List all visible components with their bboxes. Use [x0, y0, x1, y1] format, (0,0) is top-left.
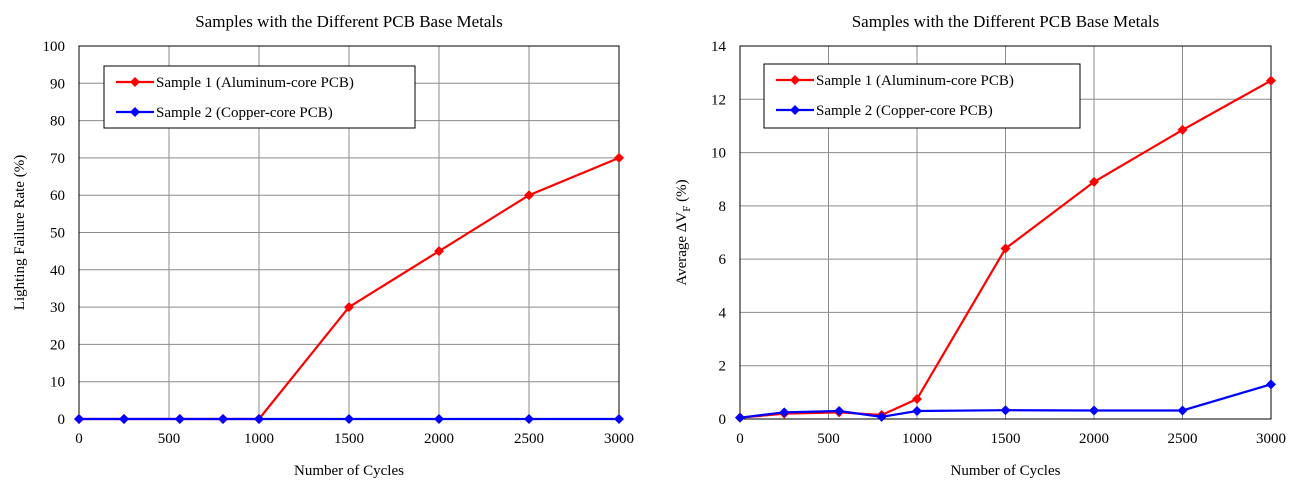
series-2-point: [1089, 405, 1099, 416]
legend-swatch-marker: [790, 105, 800, 115]
legend-label: Sample 2 (Copper-core PCB): [816, 103, 993, 119]
y-axis-label-subscript: F: [681, 206, 693, 212]
y-axis-label-main: Average ΔV: [674, 212, 690, 286]
y-tick-label: 80: [50, 114, 65, 130]
x-tick-label: 1500: [991, 431, 1021, 447]
series-1-point: [912, 394, 922, 405]
series-1-point: [1089, 176, 1099, 187]
series-1-point: [614, 152, 624, 163]
legend-box: [763, 63, 1081, 129]
x-tick-label: 500: [158, 431, 181, 447]
series-2-point: [254, 414, 264, 424]
x-tick-label: 1000: [244, 431, 274, 447]
x-tick-label: 3000: [1256, 431, 1286, 447]
legend-box: [103, 65, 416, 129]
y-tick-label: 10: [50, 375, 65, 391]
legend-label: Sample 1 (Aluminum-core PCB): [156, 75, 354, 91]
legend-swatch-marker: [130, 107, 140, 117]
y-tick-label: 60: [50, 188, 65, 204]
series-2-point: [218, 414, 228, 424]
series-2-point: [119, 414, 129, 424]
y-axis-label-main: Lighting Failure Rate (%): [12, 155, 28, 310]
plot-area: [739, 45, 1272, 420]
series-2-point: [174, 414, 185, 424]
series-1-point: [1000, 243, 1011, 254]
series-1-point: [434, 246, 444, 257]
series-2-point: [614, 414, 624, 424]
series-2-point: [876, 411, 887, 422]
y-tick-label: 30: [50, 300, 65, 316]
y-tick-label: 20: [50, 337, 65, 353]
y-tick-label: 6: [719, 252, 727, 268]
y-tick-label: 14: [711, 39, 727, 55]
series-1-point: [524, 190, 534, 201]
y-tick-label: 2: [719, 359, 727, 375]
x-tick-label: 2000: [424, 431, 454, 447]
series-2-point: [779, 407, 790, 418]
y-axis-label-suffix: (%): [674, 179, 690, 205]
y-axis-label: Lighting Failure Rate (%): [12, 155, 28, 310]
series-1-point: [1266, 75, 1276, 86]
series-2-point: [834, 406, 845, 417]
series-2-point: [524, 414, 534, 424]
y-tick-label: 90: [50, 76, 65, 92]
x-axis-label: Number of Cycles: [294, 463, 404, 479]
legend: Sample 1 (Aluminum-core PCB) Sample 2 (Co…: [763, 63, 1081, 129]
chart-title: Samples with the Different PCB Base Meta…: [852, 12, 1160, 31]
y-tick-label: 40: [50, 263, 65, 279]
x-tick-label: 3000: [604, 431, 634, 447]
series-2-point: [1266, 379, 1276, 390]
series-2-point: [1177, 405, 1188, 416]
x-tick-label: 0: [75, 431, 83, 447]
y-tick-label: 70: [50, 151, 65, 167]
x-tick-label: 1000: [902, 431, 932, 447]
x-tick-label: 1500: [334, 431, 364, 447]
legend-swatch-marker: [130, 77, 140, 87]
series-2-point: [434, 414, 444, 424]
x-axis-label: Number of Cycles: [951, 463, 1061, 479]
chart-2: Samples with the Different PCB Base Meta…: [674, 12, 1286, 479]
legend: Sample 1 (Aluminum-core PCB) Sample 2 (Co…: [103, 65, 416, 129]
x-tick-label: 2500: [514, 431, 544, 447]
chart-title: Samples with the Different PCB Base Meta…: [195, 12, 503, 31]
series-2-point: [912, 406, 922, 417]
y-tick-label: 0: [58, 412, 66, 428]
legend-label: Sample 2 (Copper-core PCB): [156, 105, 333, 121]
series-2-point: [1000, 405, 1011, 416]
y-axis-label: Average ΔVF (%): [674, 179, 693, 285]
x-tick-label: 2000: [1079, 431, 1109, 447]
x-tick-label: 0: [736, 431, 744, 447]
y-tick-label: 4: [719, 305, 727, 321]
y-tick-label: 100: [43, 39, 66, 55]
y-tick-label: 12: [711, 92, 726, 108]
series-2-point: [344, 414, 354, 424]
y-tick-label: 50: [50, 226, 65, 242]
x-tick-label: 2500: [1168, 431, 1198, 447]
y-tick-label: 8: [719, 199, 727, 215]
series-1-point: [344, 302, 354, 313]
x-tick-label: 500: [817, 431, 840, 447]
y-tick-label: 0: [719, 412, 727, 428]
y-tick-label: 10: [711, 146, 726, 162]
series-2-point: [735, 412, 745, 423]
legend-swatch-marker: [790, 75, 800, 85]
series-1-point: [1177, 124, 1188, 135]
series-2-point: [74, 414, 84, 424]
chart-1: Samples with the Different PCB Base Meta…: [12, 12, 634, 479]
legend-label: Sample 1 (Aluminum-core PCB): [816, 73, 1014, 89]
